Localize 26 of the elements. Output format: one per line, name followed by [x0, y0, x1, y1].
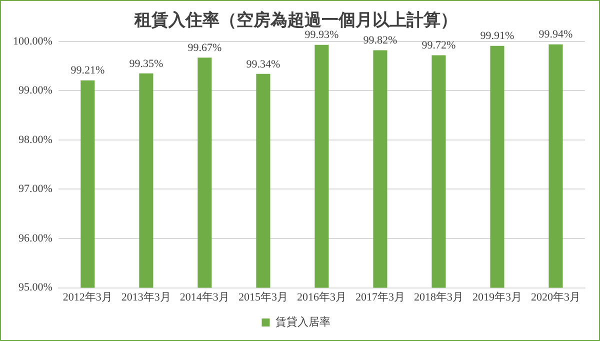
data-label: 99.72%	[422, 40, 456, 52]
x-tick-label: 2018年3月	[414, 291, 464, 304]
data-label: 99.34%	[246, 58, 280, 70]
data-label: 99.93%	[304, 29, 339, 42]
y-tick-label: 99.00%	[18, 84, 52, 97]
y-tick-label: 97.00%	[18, 183, 52, 196]
data-label: 99.91%	[480, 30, 514, 42]
data-label: 99.94%	[538, 28, 573, 41]
x-tick-label: 2015年3月	[238, 291, 288, 304]
x-tick-label: 2014年3月	[180, 291, 230, 304]
y-tick-label: 96.00%	[18, 232, 52, 244]
data-label: 99.82%	[363, 34, 398, 47]
y-tick-label: 98.00%	[18, 134, 52, 146]
x-tick-label: 2020年3月	[530, 291, 580, 304]
data-label: 99.35%	[129, 58, 164, 70]
data-label: 99.21%	[70, 64, 105, 77]
chart-title: 租賃入住率（空房為超過一個月以上計算）	[134, 10, 458, 30]
x-tick-label: 2013年3月	[121, 291, 171, 304]
x-tick-label: 2017年3月	[355, 291, 405, 304]
x-tick-label: 2012年3月	[62, 291, 112, 304]
x-tick-label: 2019年3月	[472, 291, 522, 304]
data-label: 99.67%	[188, 42, 222, 54]
x-tick-label: 2016年3月	[296, 291, 346, 304]
legend-label: 賃貸入居率	[275, 315, 330, 328]
y-tick-label: 100.00%	[12, 35, 52, 48]
y-tick-label: 95.00%	[18, 282, 52, 294]
